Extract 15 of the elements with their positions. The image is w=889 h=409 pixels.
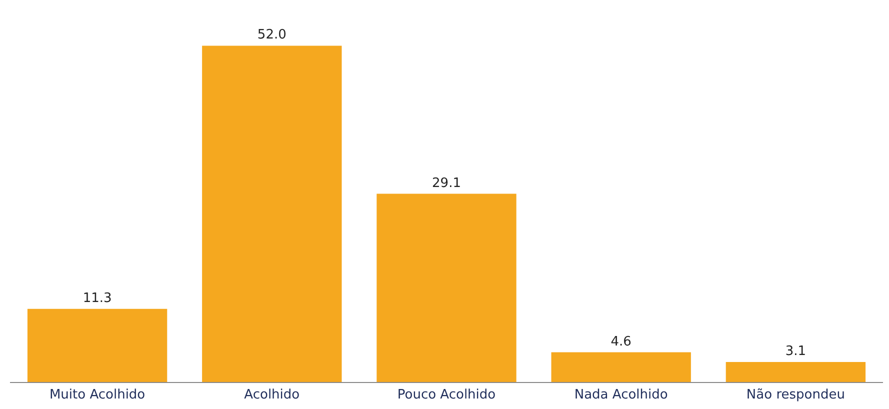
x-tick-label: Nada Acolhido — [574, 388, 668, 403]
x-tick-label: Não respondeu — [746, 388, 845, 403]
bar — [376, 194, 516, 382]
x-tick-label: Muito Acolhido — [49, 388, 146, 403]
bar — [27, 308, 168, 382]
data-label: 29.1 — [432, 176, 461, 191]
bar — [726, 362, 866, 382]
x-tick-label: Pouco Acolhido — [397, 388, 496, 403]
data-label: 52.0 — [257, 28, 286, 43]
x-tick-label: Acolhido — [244, 388, 300, 403]
bar — [202, 46, 342, 382]
data-label: 3.1 — [785, 344, 806, 359]
bar — [551, 352, 691, 382]
data-label: 4.6 — [610, 334, 632, 350]
data-label: 11.3 — [82, 290, 112, 306]
